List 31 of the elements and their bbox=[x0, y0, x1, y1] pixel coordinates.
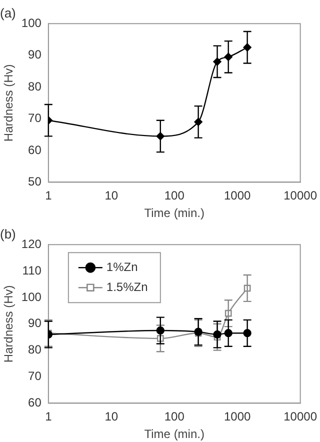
chart-title: (a) bbox=[0, 5, 16, 20]
y-tick-label: 90 bbox=[28, 48, 42, 62]
x-tick-label: 10 bbox=[104, 188, 118, 203]
y-tick-label: 100 bbox=[21, 290, 42, 304]
y-axis-title: Hardness (Hv) bbox=[2, 285, 16, 363]
y-tick-label: 110 bbox=[22, 263, 42, 278]
y-tick-label: 80 bbox=[28, 342, 42, 357]
y-tick-label: 90 bbox=[28, 316, 42, 330]
x-tick-label: 100 bbox=[164, 188, 185, 203]
chart-title: (b) bbox=[0, 226, 16, 242]
x-tick-label: 1 bbox=[45, 410, 52, 424]
y-tick-label: 70 bbox=[28, 369, 42, 384]
legend-label: 1%Zn bbox=[106, 260, 138, 274]
y-tick-label: 100 bbox=[21, 16, 42, 30]
y-tick-label: 80 bbox=[28, 79, 42, 94]
x-tick-label: 10 bbox=[104, 410, 118, 424]
x-tick-label: 1000 bbox=[224, 188, 252, 203]
x-tick-label: 1 bbox=[45, 188, 52, 203]
y-tick-label: 50 bbox=[28, 174, 42, 189]
y-tick-label: 70 bbox=[28, 111, 42, 126]
y-tick-label: 60 bbox=[28, 142, 42, 157]
x-tick-label: 1000 bbox=[224, 410, 252, 424]
x-tick-label: 10000 bbox=[284, 188, 318, 203]
x-axis-title: Time (min.) bbox=[144, 427, 204, 442]
y-tick-label: 120 bbox=[21, 236, 42, 251]
x-tick-label: 100 bbox=[164, 410, 185, 424]
x-tick-label: 10000 bbox=[284, 410, 318, 424]
y-axis-title: Hardness (Hv) bbox=[2, 64, 16, 142]
y-tick-label: 60 bbox=[28, 396, 42, 410]
x-axis-title: Time (min.) bbox=[144, 206, 204, 220]
legend-label: 1.5%Zn bbox=[106, 280, 148, 294]
